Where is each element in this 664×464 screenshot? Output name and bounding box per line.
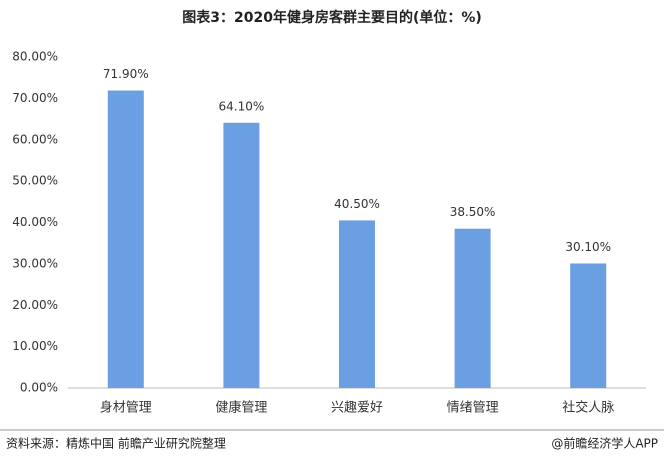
x-tick-label: 情绪管理 (447, 401, 499, 416)
data-label: 38.50% (450, 205, 496, 219)
y-tick-label: 40.00% (12, 215, 58, 229)
y-tick-label: 30.00% (12, 256, 58, 270)
data-label: 40.50% (334, 197, 380, 211)
y-tick-label: 20.00% (12, 298, 58, 312)
bar (339, 220, 375, 388)
y-tick-label: 70.00% (12, 91, 58, 105)
data-label: 64.10% (219, 99, 265, 113)
bar (223, 122, 260, 388)
chart-title: 图表3：2020年健身房客群主要目的(单位：%) (182, 9, 482, 26)
y-tick-label: 0.00% (20, 381, 58, 395)
x-tick-label: 健康管理 (215, 400, 267, 416)
bar (107, 90, 144, 389)
x-tick-label: 兴趣爱好 (331, 401, 383, 416)
source: 资料来源：精炼中国 前瞻产业研究院整理 (6, 436, 226, 451)
y-tick-label: 50.00% (12, 174, 58, 188)
y-tick-label: 10.00% (12, 339, 58, 353)
x-tick-label: 社交人脉 (562, 400, 614, 416)
bar (454, 228, 491, 388)
data-label: 71.90% (103, 67, 149, 81)
y-tick-label: 80.00% (12, 50, 58, 64)
credit: @前瞻经济学人APP (551, 436, 658, 451)
y-tick-label: 60.00% (12, 132, 58, 146)
data-label: 30.10% (565, 240, 611, 254)
bar (570, 263, 607, 388)
x-tick-label: 身材管理 (100, 400, 152, 416)
